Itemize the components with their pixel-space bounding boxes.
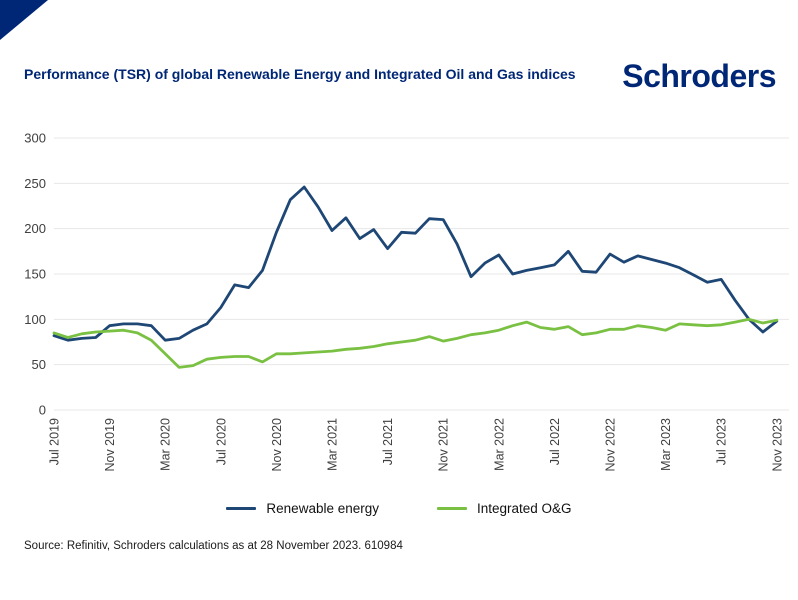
series-line-integrated-o-g: [52, 317, 779, 369]
y-tick-label: 250: [24, 176, 46, 191]
chart-title: Performance (TSR) of global Renewable En…: [24, 66, 576, 82]
series-line-renewable-energy: [52, 185, 779, 342]
x-tick-label: Mar 2022: [492, 418, 506, 471]
chart-legend: Renewable energy Integrated O&G: [0, 501, 798, 516]
x-tick-label: Jul 2023: [715, 418, 729, 465]
x-tick-label: Mar 2023: [659, 418, 673, 471]
y-tick-label: 100: [24, 312, 46, 327]
corner-accent-shape: [0, 0, 48, 40]
y-tick-label: 50: [32, 357, 46, 372]
legend-item-renewable-energy: Renewable energy: [226, 501, 379, 516]
y-tick-label: 150: [24, 267, 46, 282]
legend-label-renewable-energy: Renewable energy: [266, 501, 379, 516]
legend-item-integrated-og: Integrated O&G: [437, 501, 572, 516]
x-tick-label: Jul 2021: [381, 418, 395, 465]
x-tick-label: Nov 2020: [270, 418, 284, 472]
y-tick-label: 200: [24, 221, 46, 236]
renewable-energy-line-swatch: [226, 507, 257, 510]
x-tick-label: Mar 2021: [326, 418, 340, 471]
x-tick-label: Nov 2019: [103, 418, 117, 472]
legend-label-integrated-og: Integrated O&G: [477, 501, 572, 516]
x-tick-label: Nov 2021: [437, 418, 451, 472]
x-tick-label: Jul 2022: [548, 418, 562, 465]
y-tick-label: 0: [39, 403, 46, 418]
source-note: Source: Refinitiv, Schroders calculation…: [24, 540, 403, 552]
x-tick-label: Nov 2023: [770, 418, 784, 472]
y-tick-label: 300: [24, 131, 46, 146]
x-tick-label: Jul 2019: [48, 418, 62, 465]
integrated-og-line-swatch: [437, 507, 467, 510]
x-tick-label: Nov 2022: [604, 418, 618, 472]
x-tick-label: Jul 2020: [214, 418, 228, 465]
x-tick-label: Mar 2020: [159, 418, 173, 471]
schroders-logo: Schroders: [622, 58, 776, 94]
